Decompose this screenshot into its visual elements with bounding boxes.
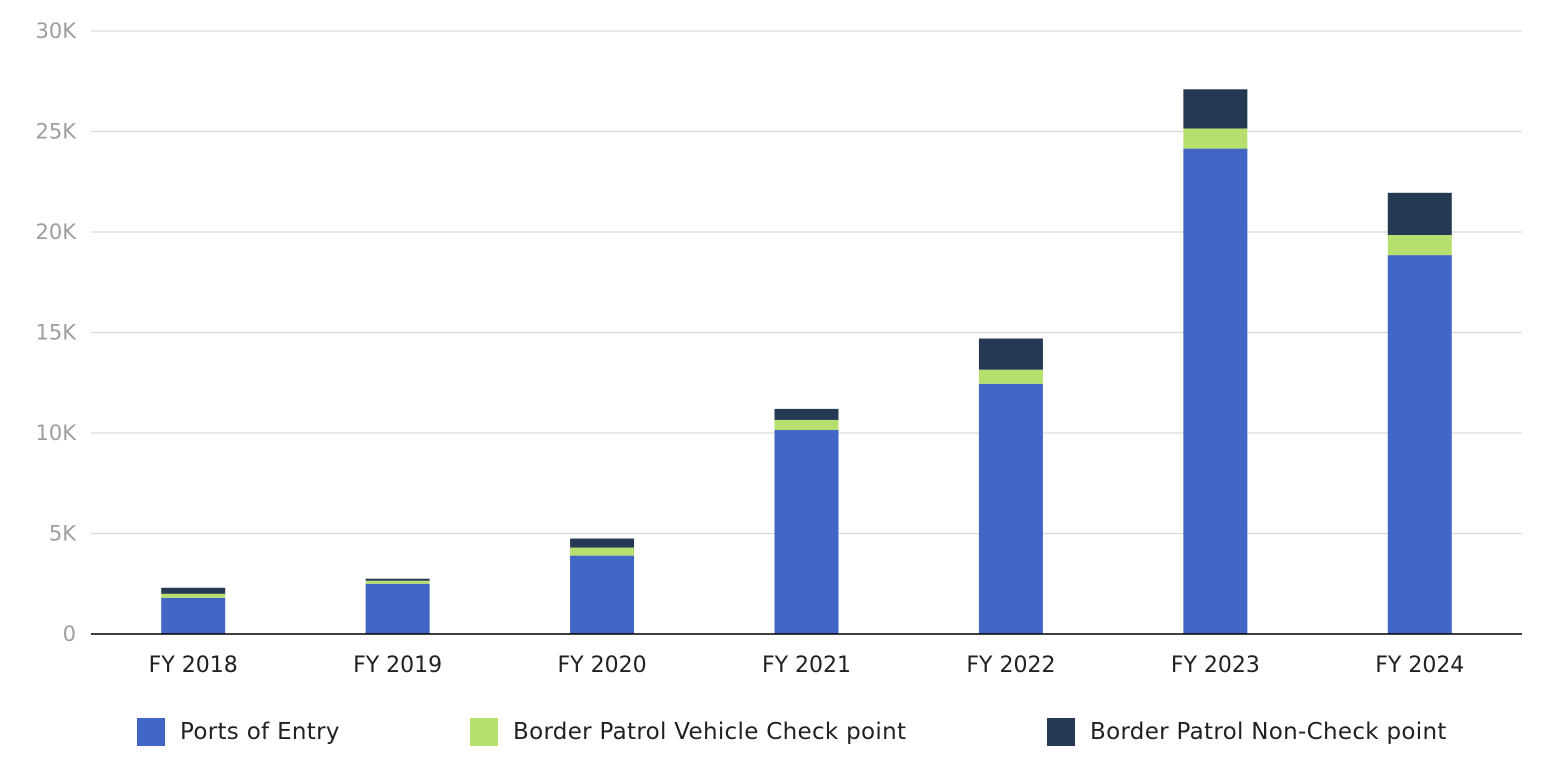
bar-fy-2021-border-patrol-vehicle-check-point xyxy=(774,419,839,430)
legend-item-vehicle-check-point: Border Patrol Vehicle Check point xyxy=(470,710,906,754)
y-tick-label-25k: 25K xyxy=(36,120,78,144)
bar-fy-2021-ports-of-entry xyxy=(774,429,839,634)
x-tick-label-fy-2022: FY 2022 xyxy=(966,653,1055,678)
y-axis: 0 5K 10K 15K 20K 25K 30K xyxy=(36,19,78,646)
bar-fy-2023-border-patrol-vehicle-check-point xyxy=(1183,128,1248,149)
x-tick-label-fy-2023: FY 2023 xyxy=(1171,653,1260,678)
x-tick-label-fy-2024: FY 2024 xyxy=(1375,653,1464,678)
legend-label-non-check-point: Border Patrol Non-Check point xyxy=(1090,719,1447,745)
x-axis: FY 2018 FY 2019 FY 2020 FY 2021 FY 2022 FY 20… xyxy=(149,653,1465,678)
legend-item-non-check-point: Border Patrol Non-Check point xyxy=(1047,710,1447,754)
legend-swatch-non-check-point xyxy=(1047,718,1075,746)
bar-fy-2022-border-patrol-vehicle-check-point xyxy=(978,369,1043,384)
y-tick-label-10k: 10K xyxy=(36,421,78,445)
bar-fy-2023-border-patrol-non-check-point xyxy=(1183,89,1248,129)
y-tick-label-5k: 5K xyxy=(49,522,77,546)
bar-fy-2020-ports-of-entry xyxy=(570,555,635,634)
y-tick-label-15k: 15K xyxy=(36,321,78,345)
bar-fy-2019-border-patrol-vehicle-check-point xyxy=(365,580,430,584)
y-tick-label-30k: 30K xyxy=(36,19,78,43)
bar-fy-2021-border-patrol-non-check-point xyxy=(774,408,839,420)
bar-fy-2018-border-patrol-vehicle-check-point xyxy=(161,593,226,598)
gridlines xyxy=(91,30,1522,535)
legend-label-ports-of-entry: Ports of Entry xyxy=(180,719,340,745)
y-tick-label-0: 0 xyxy=(63,622,76,646)
x-tick-label-fy-2018: FY 2018 xyxy=(149,653,238,678)
x-tick-label-fy-2019: FY 2019 xyxy=(353,653,442,678)
bar-fy-2023-ports-of-entry xyxy=(1183,148,1248,634)
legend-label-vehicle-check-point: Border Patrol Vehicle Check point xyxy=(513,719,907,745)
bar-fy-2018-ports-of-entry xyxy=(161,597,226,634)
bar-fy-2024-border-patrol-vehicle-check-point xyxy=(1387,235,1452,256)
legend-swatch-ports-of-entry xyxy=(137,718,165,746)
legend: Ports of Entry Border Patrol Vehicle Che… xyxy=(0,710,1548,760)
stacked-bar-chart: 0 5K 10K 15K 20K 25K 30K FY 2018 FY 2019 FY 2020… xyxy=(36,19,1522,678)
bar-fy-2022-ports-of-entry xyxy=(978,383,1043,634)
bars xyxy=(161,89,1452,635)
bar-fy-2020-border-patrol-vehicle-check-point xyxy=(570,547,635,556)
bar-fy-2024-ports-of-entry xyxy=(1387,255,1452,635)
bar-fy-2018-border-patrol-non-check-point xyxy=(161,587,226,594)
legend-swatch-vehicle-check-point xyxy=(470,718,498,746)
y-tick-label-20k: 20K xyxy=(36,220,78,244)
x-tick-label-fy-2020: FY 2020 xyxy=(558,653,647,678)
bar-fy-2022-border-patrol-non-check-point xyxy=(978,338,1043,370)
x-tick-label-fy-2021: FY 2021 xyxy=(762,653,851,678)
bar-fy-2020-border-patrol-non-check-point xyxy=(570,538,635,548)
bar-fy-2019-ports-of-entry xyxy=(365,583,430,634)
legend-item-ports-of-entry: Ports of Entry xyxy=(137,710,340,754)
bar-fy-2024-border-patrol-non-check-point xyxy=(1387,192,1452,236)
bar-fy-2019-border-patrol-non-check-point xyxy=(365,578,430,581)
